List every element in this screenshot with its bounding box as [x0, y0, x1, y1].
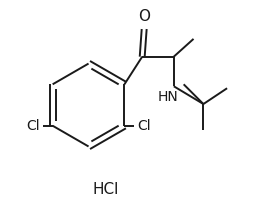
Text: O: O [138, 9, 150, 24]
Text: Cl: Cl [26, 119, 40, 133]
Text: HCl: HCl [92, 182, 119, 197]
Text: HN: HN [158, 90, 178, 104]
Text: Cl: Cl [137, 119, 151, 133]
